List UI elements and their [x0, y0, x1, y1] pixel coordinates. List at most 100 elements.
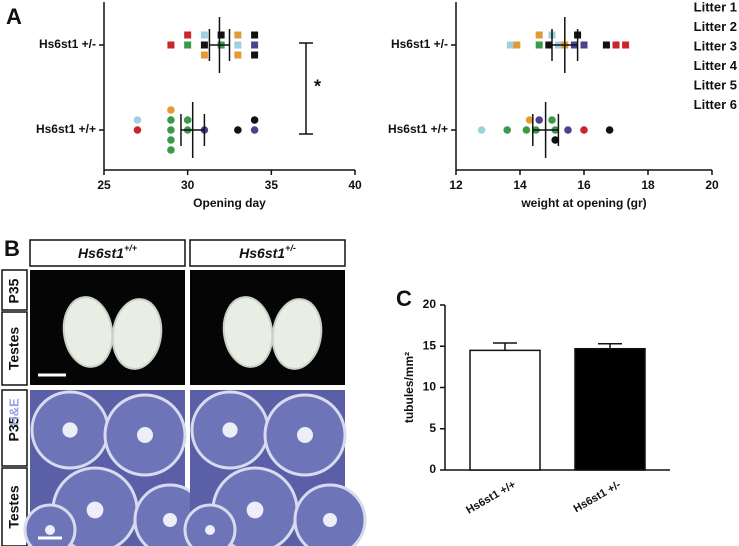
legend-entry: Litter 3: [694, 38, 737, 53]
column-header-box: [29, 239, 186, 267]
x-axis-label: weight at opening (gr): [520, 196, 646, 210]
y-axis-label: tubules/mm²: [402, 352, 416, 423]
row-label: Testes: [6, 327, 22, 371]
point: [535, 116, 543, 124]
row-label: P35: [6, 416, 22, 441]
testis: [62, 296, 114, 368]
x-tick-label: 12: [449, 178, 463, 192]
x-tick-label: 30: [181, 178, 195, 192]
point: [602, 41, 610, 49]
bar: [469, 349, 541, 471]
row-label: Testes: [6, 485, 22, 529]
point: [167, 136, 175, 144]
point: [234, 126, 242, 134]
lumen: [62, 422, 78, 438]
point: [477, 126, 486, 134]
column-header: Hs6st1+/+: [78, 243, 138, 260]
row-label-box: [1, 389, 28, 467]
y-tick-label: 15: [423, 338, 437, 352]
x-tick-label: 20: [705, 178, 719, 192]
panel-label: C: [396, 286, 412, 311]
y-tick-label: 20: [423, 297, 437, 311]
point: [605, 126, 614, 134]
legend-entry: Litter 1: [694, 0, 737, 14]
legend-entry: Litter 5: [694, 77, 737, 92]
bar: [574, 347, 646, 471]
x-tick-label: Hs6st1 +/+: [464, 479, 518, 517]
stain-label: H&E: [6, 398, 21, 426]
legend-entry: Litter 4: [694, 58, 738, 73]
point: [535, 41, 543, 49]
column-header-box: [189, 239, 346, 267]
point: [564, 126, 572, 134]
x-axis-label: Opening day: [193, 196, 266, 210]
lumen: [297, 427, 313, 443]
row-label-box: [1, 269, 28, 311]
lumen: [323, 513, 337, 527]
y-tick-label: Hs6st1 +/-: [391, 37, 448, 51]
point: [167, 116, 175, 124]
point: [234, 41, 242, 49]
point: [506, 41, 514, 49]
gene: Hs6st1: [239, 245, 285, 261]
point: [251, 51, 259, 59]
point: [503, 126, 512, 134]
point: [167, 146, 175, 154]
point: [251, 31, 259, 39]
row-label-box: [1, 467, 28, 546]
y-tick-label: Hs6st1 +/-: [39, 37, 96, 51]
point: [250, 116, 259, 124]
x-tick-label: Hs6st1 +/-: [572, 479, 624, 516]
point: [513, 41, 521, 49]
point: [184, 31, 192, 39]
x-tick-label: 25: [97, 178, 111, 192]
testis: [271, 298, 323, 370]
point: [167, 106, 175, 114]
point: [251, 41, 259, 49]
point: [234, 51, 242, 59]
y-tick-label: 10: [423, 380, 437, 394]
point: [184, 41, 192, 49]
x-tick-label: 16: [577, 178, 591, 192]
point: [525, 116, 534, 124]
lumen: [163, 513, 177, 527]
annotation: *: [314, 76, 321, 96]
y-tick-label: Hs6st1 +/+: [388, 122, 448, 136]
point: [183, 116, 192, 124]
point: [551, 136, 559, 144]
point: [522, 126, 531, 134]
point: [545, 41, 553, 49]
significance-bracket: [299, 42, 313, 135]
legend-entry: Litter 2: [694, 19, 737, 34]
lumen: [86, 501, 104, 519]
row-label-box: [1, 311, 28, 386]
lumen: [246, 501, 264, 519]
point: [217, 31, 225, 39]
point: [167, 41, 175, 49]
genotype: +/-: [285, 243, 296, 253]
lumen: [205, 525, 215, 535]
lumen: [137, 427, 153, 443]
point: [548, 116, 556, 124]
point: [200, 41, 208, 49]
point: [200, 51, 208, 59]
x-tick-label: 35: [265, 178, 279, 192]
y-tick-label: 0: [429, 462, 436, 476]
lumen: [45, 525, 55, 535]
column-header: Hs6st1+/-: [239, 243, 296, 260]
point: [580, 126, 588, 134]
point: [133, 126, 142, 134]
point: [580, 41, 588, 49]
point: [250, 126, 259, 134]
testis: [111, 298, 163, 370]
lumen: [222, 422, 238, 438]
point: [200, 31, 208, 39]
genotype: +/+: [124, 243, 138, 253]
row-label: P35: [6, 278, 22, 303]
point: [622, 41, 630, 49]
point: [535, 31, 543, 39]
y-tick-label: 5: [429, 421, 436, 435]
testis: [222, 296, 274, 368]
panel-label: A: [6, 4, 22, 29]
